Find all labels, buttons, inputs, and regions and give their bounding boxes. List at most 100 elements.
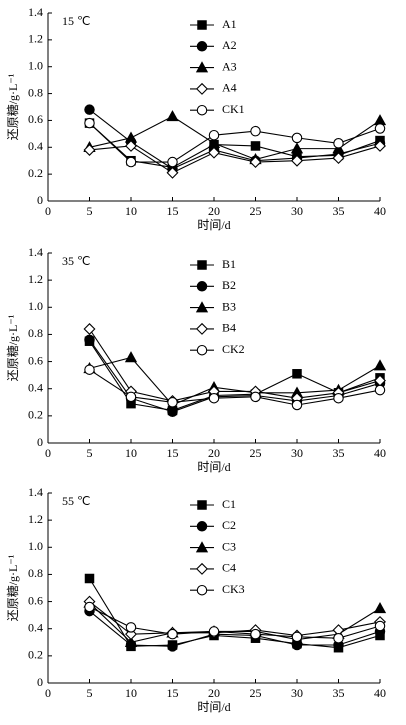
marker — [167, 397, 178, 408]
legend-label: A3 — [222, 59, 237, 73]
y-tick-label: 0 — [37, 675, 43, 689]
x-tick-label: 20 — [208, 204, 220, 218]
series-line — [89, 115, 381, 160]
x-tick-label: 15 — [167, 446, 179, 460]
marker — [125, 628, 137, 641]
legend-item: A2 — [190, 38, 237, 52]
y-tick-label: 0.6 — [28, 353, 43, 367]
x-tick-label: 10 — [125, 686, 137, 700]
series-line — [89, 610, 381, 647]
legend-label: B2 — [222, 278, 236, 292]
marker — [84, 334, 95, 346]
legend-item: C2 — [190, 518, 236, 532]
series-line — [89, 369, 381, 406]
x-tick-label: 0 — [45, 446, 51, 460]
y-tick-label: 1.0 — [28, 58, 43, 72]
marker — [195, 61, 209, 73]
y-tick-label: 1.4 — [28, 5, 43, 19]
marker — [84, 117, 95, 129]
marker — [195, 541, 209, 553]
series-line — [89, 340, 381, 411]
marker — [291, 132, 303, 144]
marker — [167, 628, 178, 640]
legend-item: B3 — [190, 299, 236, 313]
marker — [208, 392, 220, 404]
marker — [208, 146, 220, 159]
legend-label: C3 — [222, 539, 236, 553]
legend-label: A4 — [222, 81, 237, 95]
marker — [333, 138, 344, 149]
marker — [291, 399, 303, 411]
y-axis-label: 还原糖/g·L⁻¹ — [5, 314, 20, 381]
marker — [125, 391, 137, 403]
panel: 0 0.2 0.4 0.6 0.8 1.0 1.2 1.4 0 5 10 15 20 25 30 35 40 时间… — [5, 245, 387, 474]
marker — [291, 631, 303, 643]
x-tick-label: 20 — [208, 686, 220, 700]
legend-item: B1 — [190, 257, 236, 271]
x-tick-label: 30 — [291, 686, 303, 700]
marker — [166, 110, 179, 122]
marker — [208, 129, 220, 141]
x-tick-label: 40 — [374, 686, 386, 700]
marker — [208, 626, 220, 637]
marker — [374, 384, 386, 396]
marker — [250, 141, 261, 151]
y-tick-label: 0 — [37, 193, 43, 207]
marker — [84, 573, 95, 584]
marker — [166, 166, 179, 179]
legend-label: B4 — [222, 321, 236, 335]
series-line — [89, 356, 381, 406]
y-tick-label: 0.2 — [28, 408, 43, 422]
x-tick-label: 5 — [87, 686, 93, 700]
legend-label: B3 — [222, 299, 236, 313]
marker — [196, 104, 208, 116]
panel: 0 0.2 0.4 0.6 0.8 1.0 1.2 1.4 0 5 10 15 20 25 30 35 40 时间… — [5, 5, 387, 232]
x-tick-label: 35 — [333, 446, 345, 460]
y-tick-label: 1.4 — [28, 485, 43, 499]
y-tick-label: 1.0 — [28, 299, 43, 313]
x-tick-label: 30 — [291, 204, 303, 218]
series-line — [89, 109, 381, 170]
x-tick-label: 0 — [45, 686, 51, 700]
marker — [167, 641, 178, 652]
marker — [197, 260, 207, 270]
legend-item: CK1 — [190, 102, 245, 116]
x-tick-label: 35 — [333, 204, 345, 218]
y-tick-label: 0.6 — [28, 593, 43, 607]
marker — [124, 351, 138, 363]
x-axis-label: 时间/d — [197, 218, 230, 232]
marker — [196, 521, 208, 532]
marker — [373, 359, 387, 371]
marker — [196, 562, 208, 575]
legend-label: CK2 — [222, 342, 245, 356]
marker — [250, 125, 261, 137]
x-tick-label: 30 — [291, 446, 303, 460]
y-tick-label: 1.4 — [28, 245, 43, 259]
y-tick-label: 1.2 — [28, 32, 43, 46]
legend-item: CK2 — [190, 342, 245, 356]
legend-item: CK3 — [190, 582, 245, 596]
x-tick-label: 25 — [250, 204, 262, 218]
x-axis-label: 时间/d — [197, 700, 230, 714]
y-tick-label: 0.2 — [28, 648, 43, 662]
marker — [196, 322, 208, 335]
panel: 0 0.2 0.4 0.6 0.8 1.0 1.2 1.4 0 5 10 15 20 25 30 35 40 时间… — [5, 485, 387, 714]
marker — [333, 632, 344, 644]
x-tick-label: 40 — [374, 446, 386, 460]
marker — [195, 301, 209, 313]
legend-label: A2 — [222, 38, 237, 52]
y-tick-label: 1.0 — [28, 539, 43, 553]
marker — [196, 344, 208, 356]
y-tick-label: 0.8 — [28, 326, 43, 340]
marker — [124, 635, 138, 648]
panel-title: 55 ℃ — [62, 494, 90, 508]
legend-item: A1 — [190, 17, 237, 31]
marker — [332, 152, 345, 165]
y-tick-label: 0.4 — [28, 380, 43, 394]
x-tick-label: 5 — [87, 204, 93, 218]
y-axis-label: 还原糖/g·L⁻¹ — [5, 73, 20, 140]
x-tick-label: 35 — [333, 686, 345, 700]
marker — [197, 500, 207, 510]
y-tick-label: 0.4 — [28, 620, 43, 634]
